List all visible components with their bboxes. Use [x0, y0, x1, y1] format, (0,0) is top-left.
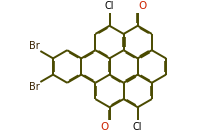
Text: Cl: Cl — [105, 1, 114, 11]
Text: O: O — [101, 122, 109, 132]
Text: Br: Br — [29, 82, 40, 92]
Text: O: O — [138, 1, 147, 11]
Text: Cl: Cl — [133, 122, 143, 132]
Text: Br: Br — [29, 41, 40, 51]
